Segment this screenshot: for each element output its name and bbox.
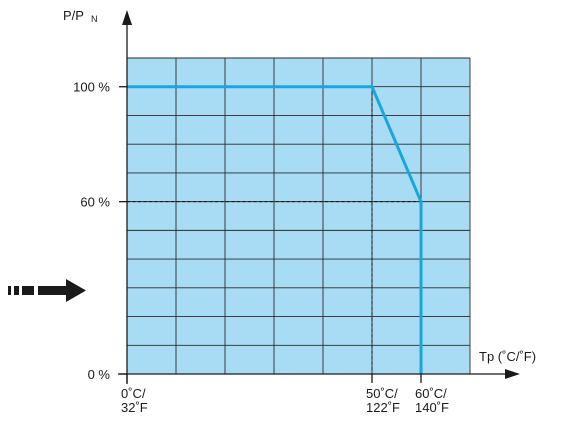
axes	[118, 10, 520, 384]
x-tick-label-bottom: 32˚F	[121, 400, 148, 415]
x-axis-arrowhead	[505, 369, 520, 379]
x-tick-label-top: 50˚C/	[366, 386, 398, 401]
y-axis-label: P/P N	[63, 8, 97, 24]
y-tick-labels: 100 % 60 % 0 %	[73, 80, 127, 382]
derating-curve	[127, 85, 423, 374]
plot-background	[127, 58, 470, 374]
y-tick-label: 60 %	[80, 195, 110, 210]
y-tick-label: 0 %	[88, 367, 111, 382]
dashed-right-arrow-icon	[8, 279, 86, 302]
y-tick-label: 100 %	[73, 80, 110, 95]
plot-area	[127, 58, 470, 374]
x-axis-label: Tp (˚C/˚F)	[479, 349, 536, 364]
x-tick-label-bottom: 140˚F	[415, 400, 449, 415]
reference-lines	[127, 86, 421, 374]
x-tick-label-top: 0˚C/	[121, 386, 146, 401]
y-axis-label-subscript: N	[91, 14, 98, 24]
x-tick-label-bottom: 122˚F	[366, 400, 400, 415]
x-tick-label-top: 60˚C/	[415, 386, 447, 401]
y-axis-arrowhead	[122, 10, 132, 25]
x-tick-labels: 0˚C/32˚F 50˚C/122˚F 60˚C/140˚F	[121, 374, 449, 415]
